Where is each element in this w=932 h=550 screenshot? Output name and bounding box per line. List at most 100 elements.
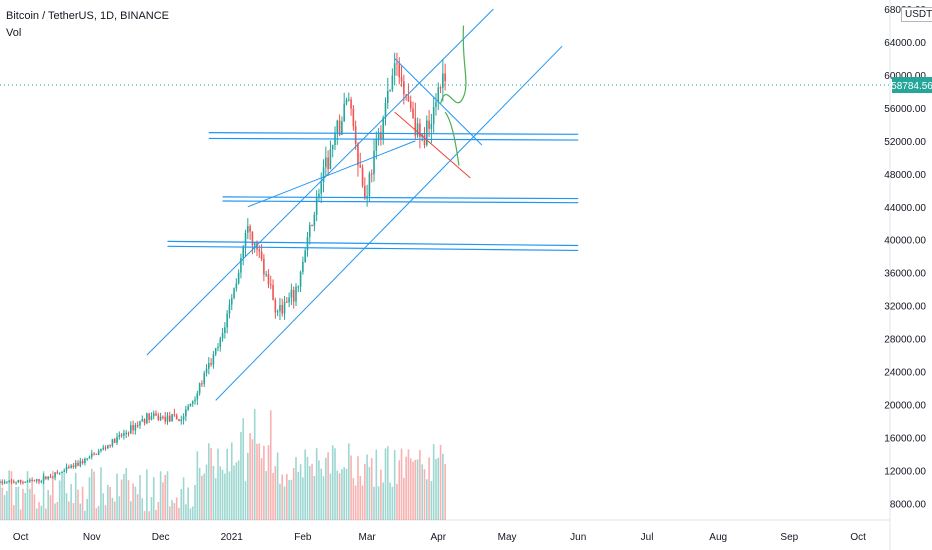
volume-bar	[214, 478, 217, 520]
volume-bar	[189, 508, 192, 520]
volume-bar	[38, 502, 40, 520]
price-tick-label: 12000.00	[884, 466, 926, 477]
volume-bar	[40, 505, 43, 520]
channel-mid-line	[247, 140, 416, 208]
volume-bar	[26, 471, 29, 520]
volume-bar	[51, 470, 54, 520]
volume-bar	[157, 501, 160, 520]
candle-body	[136, 425, 139, 427]
candle-body	[113, 439, 116, 443]
candle-body	[409, 101, 412, 109]
volume-bar	[201, 475, 203, 520]
candle-body	[265, 274, 267, 276]
volume-bar	[405, 456, 407, 520]
volume-bar	[141, 498, 144, 520]
price-tick-label: 52000.00	[884, 137, 926, 148]
chart-title: Bitcoin / TetherUS, 1D, BINANCE	[6, 10, 170, 22]
volume-bar	[107, 484, 109, 520]
channel-lower-line	[215, 45, 563, 401]
volume-bar	[24, 492, 27, 520]
volume-bar	[386, 446, 389, 520]
volume-bar	[100, 467, 102, 520]
candle-body	[65, 466, 68, 471]
volume-bar	[439, 444, 442, 520]
candle-body	[189, 403, 192, 407]
volume-bar	[49, 495, 52, 520]
candle-body	[249, 226, 251, 232]
time-tick-label: Jul	[641, 532, 654, 543]
volume-bar	[295, 457, 297, 520]
volume-bar	[235, 462, 238, 520]
candle-body	[375, 139, 378, 151]
volume-bar	[242, 418, 245, 520]
candle-body	[322, 167, 325, 183]
candle-body	[439, 87, 442, 89]
volume-bar	[393, 450, 396, 520]
candle-body	[320, 182, 323, 194]
volume-bar	[274, 466, 277, 520]
candle-body	[8, 480, 10, 482]
volume-bar	[84, 510, 86, 520]
volume-bar	[384, 448, 387, 520]
time-tick-label: Oct	[13, 532, 29, 543]
volume-bar	[95, 508, 98, 520]
volume-bar	[425, 479, 428, 520]
volume-bar	[421, 464, 424, 520]
candle-body	[263, 258, 265, 275]
volume-bar	[219, 466, 222, 520]
candle-body	[196, 393, 199, 400]
candle-body	[111, 439, 114, 446]
candle-body	[297, 286, 300, 288]
volume-bar	[336, 470, 339, 520]
volume-bar	[389, 482, 391, 520]
volume-bar	[65, 493, 68, 520]
candle-body	[173, 414, 176, 416]
candle-body	[31, 479, 33, 481]
candle-body	[127, 432, 130, 434]
candle-body	[208, 363, 210, 369]
volume-bar	[343, 467, 345, 520]
volume-bar	[58, 480, 61, 520]
candle-body	[233, 288, 235, 299]
volume-bar	[208, 443, 210, 520]
volume-bar	[111, 497, 114, 520]
candle-body	[148, 413, 150, 420]
candle-body	[125, 432, 128, 434]
currency-unit-badge[interactable]: USDT	[901, 7, 932, 22]
volume-bar	[1, 487, 4, 520]
volume-bar	[54, 503, 56, 520]
candle-body	[276, 311, 279, 313]
support-line	[167, 240, 579, 247]
candle-body	[407, 96, 410, 102]
candle-body	[152, 413, 155, 417]
volume-bar	[17, 486, 20, 520]
candle-body	[226, 313, 228, 328]
candle-body	[33, 480, 36, 482]
support-line	[222, 196, 579, 200]
volume-bar	[347, 443, 350, 520]
candle-body	[1, 481, 4, 484]
candle-body	[90, 453, 93, 457]
candle-body	[45, 476, 47, 479]
volume-bar	[148, 511, 150, 520]
candle-body	[93, 453, 95, 455]
volume-bar	[345, 468, 348, 520]
candle-body	[295, 286, 297, 302]
candle-body	[364, 185, 366, 199]
volume-bar	[168, 506, 171, 520]
volume-bar	[290, 479, 293, 520]
candle-body	[3, 481, 6, 484]
volume-label: Vol	[6, 27, 22, 39]
volume-bar	[308, 466, 311, 520]
volume-bar	[56, 501, 59, 520]
volume-bar	[88, 477, 91, 520]
volume-bar	[396, 483, 398, 520]
candle-body	[437, 87, 440, 102]
volume-bar	[221, 469, 224, 520]
candle-body	[412, 108, 414, 119]
volume-bar	[442, 453, 444, 520]
wedge-top-line	[394, 58, 483, 146]
volume-bar	[29, 488, 31, 520]
volume-bar	[435, 459, 437, 520]
